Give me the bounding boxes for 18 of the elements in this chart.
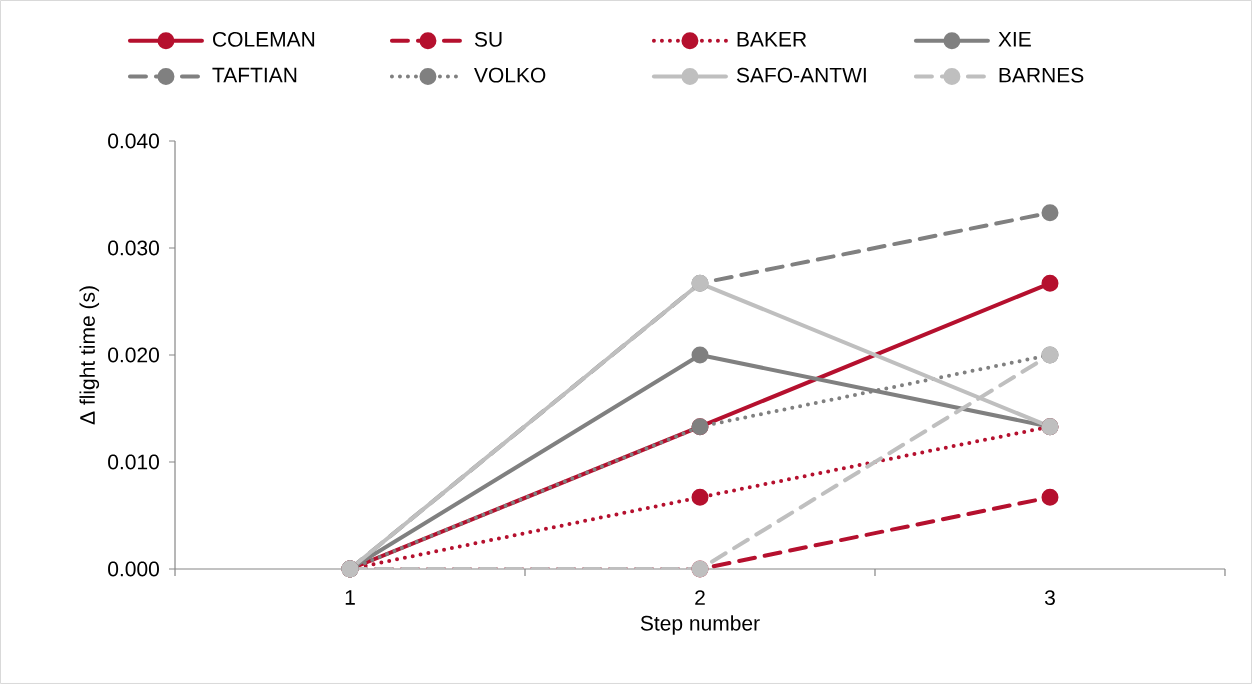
y-tick-label: 0.020 — [108, 347, 159, 363]
legend-label: BARNES — [999, 67, 1084, 83]
y-tick-label: 0.040 — [108, 133, 159, 149]
legend-label: SAFO-ANTWI — [736, 67, 866, 83]
y-axis-title: Δ flight time (s) — [79, 286, 100, 425]
legend-label: XIE — [998, 32, 1031, 47]
y-tick-label: 0.000 — [108, 561, 159, 577]
legend-label: COLEMAN — [213, 31, 315, 47]
x-axis-title: Step number — [640, 615, 760, 635]
x-tick-label: 2 — [695, 590, 705, 605]
legend-label: SU — [474, 31, 502, 47]
legend-label: VOLKO — [474, 67, 546, 83]
y-tick-label: 0.010 — [108, 454, 159, 470]
y-tick-label: 0.030 — [108, 240, 159, 256]
x-tick-label: 1 — [345, 590, 355, 605]
legend-label: BAKER — [737, 32, 807, 47]
x-tick-label: 3 — [1044, 590, 1055, 606]
legend-label: TAFTIAN — [212, 67, 297, 83]
